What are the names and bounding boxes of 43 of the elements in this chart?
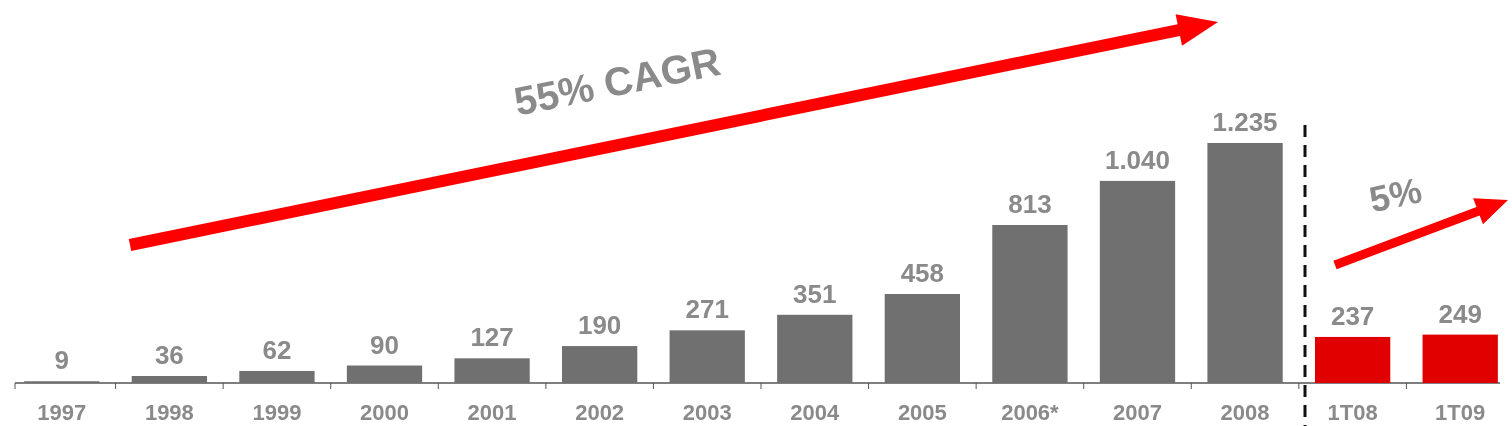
data-label: 1.040 — [1104, 144, 1171, 175]
x-tick-label: 1999 — [252, 400, 302, 425]
data-label: 36 — [154, 340, 184, 370]
data-label: 1.235 — [1212, 107, 1278, 137]
annotation: 5% — [1365, 169, 1426, 221]
data-label: 127 — [470, 322, 514, 353]
bar — [1422, 334, 1498, 383]
x-tick-label: 2003 — [682, 400, 732, 425]
data-label: 813 — [1008, 189, 1052, 220]
data-label: 351 — [793, 278, 837, 309]
data-label: 237 — [1330, 300, 1375, 331]
x-tick-label: 2004 — [790, 400, 841, 425]
x-tick-label: 2001 — [467, 400, 517, 425]
data-label: 271 — [685, 294, 729, 325]
bar — [777, 314, 853, 383]
x-tick-label: 1998 — [144, 400, 194, 425]
bar — [239, 370, 315, 383]
data-label: 190 — [577, 310, 622, 341]
x-tick-label: 2007 — [1113, 400, 1162, 425]
bar — [1314, 336, 1391, 383]
bar — [454, 358, 530, 383]
x-tick-label: 1T09 — [1435, 400, 1486, 425]
bar — [884, 294, 960, 383]
bar — [669, 330, 745, 383]
x-tick-label: 1997 — [37, 400, 87, 425]
text: 55% CAGR — [510, 38, 725, 124]
bar — [1207, 143, 1283, 383]
x-tick-label: 2008 — [1220, 400, 1270, 425]
data-label: 9 — [54, 345, 70, 376]
x-tick-label: 2005 — [897, 400, 947, 425]
bar — [346, 365, 423, 383]
bar — [562, 346, 638, 383]
x-tick-label: 2000 — [360, 400, 409, 425]
bar — [131, 376, 208, 383]
data-label: 62 — [262, 334, 292, 365]
data-label: 249 — [1438, 298, 1482, 329]
x-tick-label: 2006* — [1001, 400, 1060, 425]
data-label: 90 — [370, 329, 399, 360]
bar — [992, 225, 1068, 383]
bar — [1099, 180, 1176, 383]
data-label: 458 — [900, 258, 945, 288]
x-tick-label: 2002 — [575, 400, 625, 425]
x-tick-label: 1T08 — [1327, 400, 1378, 425]
